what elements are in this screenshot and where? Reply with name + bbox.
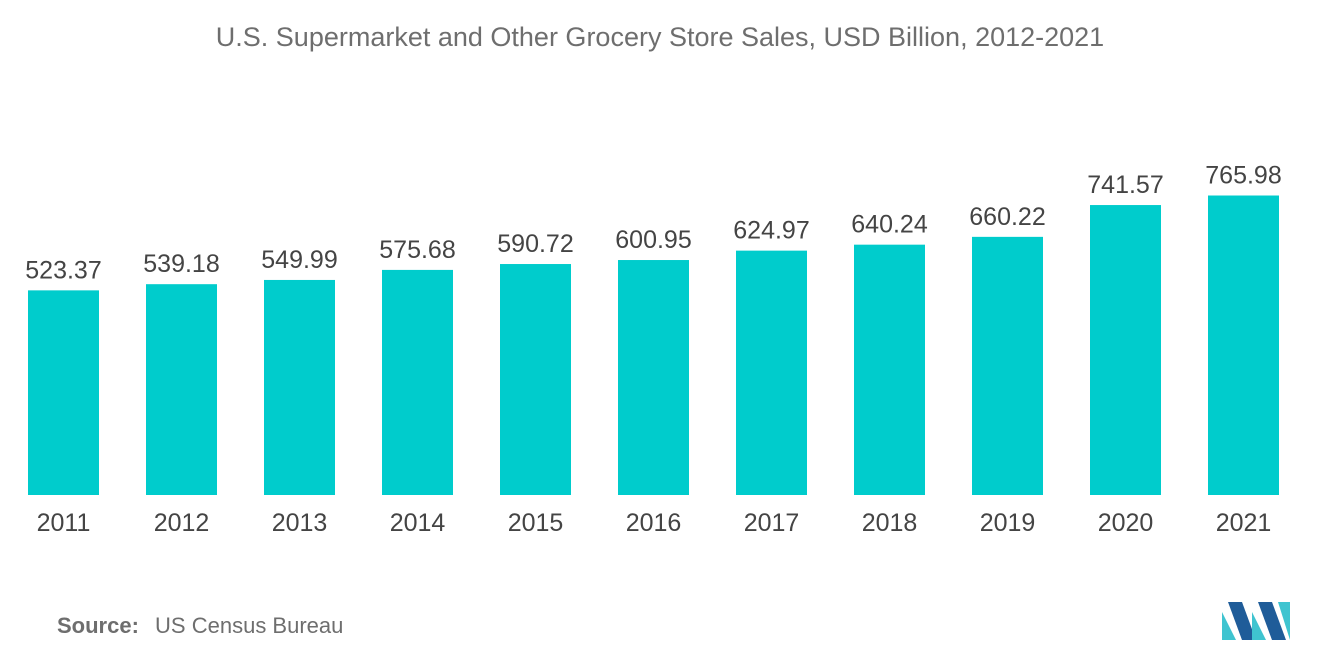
bar-2011 (28, 290, 99, 495)
x-tick-label-2012: 2012 (154, 509, 210, 537)
bar-2021 (1208, 195, 1279, 495)
source-label: Source: (57, 613, 139, 638)
x-tick-label-2013: 2013 (272, 509, 328, 537)
bar-2016 (618, 260, 689, 495)
bar-2012 (146, 284, 217, 495)
bar-2013 (264, 279, 335, 495)
x-tick-label-2011: 2011 (37, 509, 91, 537)
bar-2018 (854, 244, 925, 495)
bar-value-label-2017: 624.97 (733, 217, 809, 245)
x-tick-label-2019: 2019 (980, 509, 1036, 537)
source-note: Source: US Census Bureau (57, 613, 343, 639)
bar-value-label-2020: 741.57 (1087, 171, 1163, 199)
bar-2014 (382, 269, 453, 495)
bar-value-label-2011: 523.37 (25, 256, 101, 284)
bar-2019 (972, 236, 1043, 495)
bars-layer (28, 195, 1279, 495)
bar-chart: 523.37 539.18 549.99 575.68 590.72 600.95 624.… (25, 162, 1281, 537)
bar-2015 (500, 264, 571, 495)
bar-2017 (736, 250, 807, 495)
x-tick-label-2017: 2017 (744, 509, 800, 537)
bar-value-label-2019: 660.22 (969, 203, 1045, 231)
mordor-intelligence-logo-icon (1222, 602, 1290, 640)
logo-left-stroke (1222, 612, 1236, 640)
chart-title: U.S. Supermarket and Other Grocery Store… (215, 22, 1105, 52)
x-tick-label-2014: 2014 (390, 509, 446, 537)
bar-value-label-2016: 600.95 (615, 226, 691, 254)
bar-value-label-2015: 590.72 (497, 230, 573, 258)
value-labels-layer: 523.37 539.18 549.99 575.68 590.72 600.95 624.… (25, 162, 1281, 285)
bar-value-label-2013: 549.99 (261, 246, 337, 274)
x-tick-label-2016: 2016 (626, 509, 682, 537)
source-text: US Census Bureau (155, 613, 344, 638)
x-tick-label-2020: 2020 (1098, 509, 1154, 537)
logo-right-stroke (1258, 602, 1286, 640)
bar-value-label-2014: 575.68 (379, 236, 455, 264)
logo-end-stroke (1278, 602, 1290, 640)
x-tick-labels-layer: 2011 2012 2013 2014 2015 2016 2017 2018 2019 2020… (37, 509, 1272, 537)
x-tick-label-2021: 2021 (1216, 509, 1272, 537)
logo-mid-stroke-1 (1228, 602, 1256, 640)
x-tick-label-2015: 2015 (508, 509, 564, 537)
bar-2020 (1090, 205, 1161, 495)
bar-value-label-2012: 539.18 (143, 250, 219, 278)
bar-value-label-2021: 765.98 (1205, 162, 1281, 190)
bar-value-label-2018: 640.24 (851, 211, 928, 239)
x-tick-label-2018: 2018 (862, 509, 918, 537)
logo-mid-stroke-2 (1252, 612, 1266, 640)
